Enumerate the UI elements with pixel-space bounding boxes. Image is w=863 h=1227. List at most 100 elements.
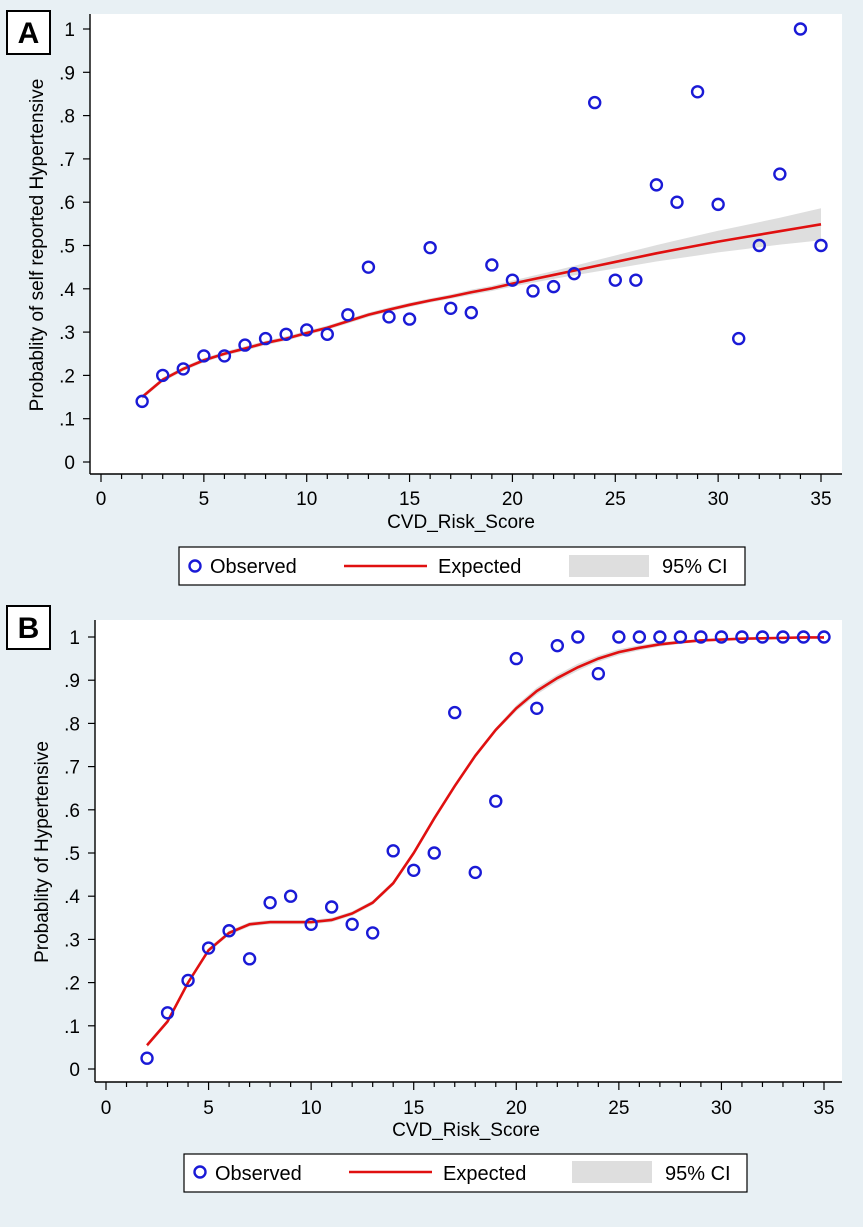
panel-b-legend-observed-icon bbox=[193, 1165, 207, 1179]
panel-a-y-tick-label: .6 bbox=[59, 193, 75, 214]
panel-a-y-tick-label: .2 bbox=[59, 366, 75, 387]
panel-a-x-tick-label: 30 bbox=[708, 489, 729, 510]
panel-b-observed-point bbox=[673, 630, 688, 644]
panel-a-observed-point bbox=[135, 394, 149, 409]
panel-a-observed-point bbox=[382, 310, 396, 324]
panel-a-observed-point bbox=[505, 273, 520, 287]
panel-b-legend-box bbox=[183, 1153, 748, 1193]
panel-a-observed-point bbox=[526, 284, 540, 298]
panel-a-legend-ci-label: 95% CI bbox=[662, 556, 728, 578]
panel-a-expected-layer bbox=[141, 223, 822, 399]
panel-b-observed-point bbox=[448, 705, 462, 720]
panel-a-observed-layer bbox=[135, 22, 828, 409]
panel-b-observed-point bbox=[694, 630, 708, 644]
panel-a-observed-point bbox=[320, 327, 334, 341]
panel-b-observed-point bbox=[140, 1051, 154, 1065]
panel-a-observed-point bbox=[567, 266, 581, 281]
panel-b-y-tick-label: .4 bbox=[64, 887, 80, 908]
panel-a-observed-point bbox=[300, 323, 314, 337]
panel-a-observed-point bbox=[176, 362, 190, 376]
panel-a-y-tick-label: .4 bbox=[59, 280, 75, 301]
panel-a-observed-point bbox=[629, 273, 643, 287]
panel-a-observed-point bbox=[402, 312, 417, 326]
panel-a-observed-point bbox=[217, 349, 232, 363]
panel-b-observed-point bbox=[160, 1006, 175, 1020]
panel-b-observed-point bbox=[345, 917, 359, 931]
panel-b-x-tick-label: 20 bbox=[506, 1098, 527, 1119]
panel-b-x-axis-title: CVD_Risk_Score bbox=[392, 1120, 540, 1141]
panel-a-x-tick-label: 10 bbox=[296, 489, 317, 510]
panel-a-observed-point bbox=[814, 238, 828, 253]
panel-a-x-tick-label: 25 bbox=[605, 489, 626, 510]
panel-b-axes: 0 5 10 15 20 25 30 35 0 .1 .2 .3 .4 .5 .6 .7 .8 .9 1 bbox=[64, 620, 842, 1119]
panel-a-observed-point bbox=[732, 331, 746, 346]
panel-b-x-tick-label: 35 bbox=[813, 1098, 834, 1119]
panel-b-observed-point bbox=[304, 917, 318, 931]
panel-b-observed-point bbox=[530, 701, 544, 715]
panel-a-legend-observed-label: Observed bbox=[210, 556, 297, 578]
panel-a-expected-curve bbox=[141, 223, 822, 399]
panel-a-y-tick-label: .7 bbox=[59, 150, 75, 171]
panel-b-y-tick-label: .5 bbox=[64, 844, 80, 865]
panel-a-observed-point bbox=[279, 327, 293, 341]
panel-a-observed-point bbox=[793, 22, 808, 36]
panel-b-observed-point bbox=[181, 973, 195, 988]
panel-b-observed-point bbox=[509, 651, 523, 666]
panel-b-legend-expected-label: Expected bbox=[443, 1163, 526, 1185]
panel-b-observed-point bbox=[755, 630, 770, 644]
panel-b-x-tick-label: 15 bbox=[403, 1098, 424, 1119]
panel-b-observed-point bbox=[242, 952, 257, 966]
panel-b-x-tick-label: 5 bbox=[203, 1098, 214, 1119]
panel-b-observed-point bbox=[468, 865, 482, 880]
panel-b-y-axis-title: Probablity of Hypertensive bbox=[32, 741, 53, 963]
panel-a-ci-band bbox=[142, 208, 822, 400]
panel-a-observed-point bbox=[197, 349, 211, 363]
panel-b-observed-point bbox=[796, 630, 811, 644]
panel-a-legend-box bbox=[178, 546, 746, 586]
panel-b-observed-point bbox=[263, 895, 277, 910]
panel-a-legend-expected-label: Expected bbox=[438, 556, 521, 578]
panel-a-observed-point bbox=[238, 338, 252, 352]
panel-b-observed-point bbox=[324, 900, 339, 914]
panel-a-observed-point bbox=[361, 260, 376, 274]
panel-b-observed-point bbox=[653, 630, 667, 644]
panel-b: 0 5 10 15 20 25 30 35 0 .1 .2 .3 .4 .5 .6 .7 .8 .9 1 CVD_… bbox=[0, 600, 863, 1227]
panel-a-legend: Observed Expected 95% CI bbox=[178, 546, 746, 586]
panel-a-observed-point bbox=[690, 85, 705, 99]
panel-a-observed-point bbox=[464, 305, 478, 320]
panel-b-expected-curve bbox=[146, 636, 824, 1047]
panel-b-observed-point bbox=[612, 630, 626, 644]
panel-b-y-tick-label: 0 bbox=[69, 1060, 80, 1081]
panel-a-y-tick-label: .3 bbox=[59, 323, 75, 344]
panel-a-x-axis-title: CVD_Risk_Score bbox=[387, 512, 535, 533]
panel-b-observed-point bbox=[591, 667, 606, 681]
panel-a-y-tick-label: .8 bbox=[59, 107, 75, 128]
panel-b-observed-point bbox=[714, 630, 729, 644]
panel-a-axes: 0 5 10 15 20 25 30 35 0 .1 .2 .3 .4 .5 .6 .7 .8 .9 1 bbox=[59, 14, 842, 510]
panel-a-y-axis-title: Probablity of self reported Hypertensive bbox=[27, 79, 48, 412]
panel-b-observed-point bbox=[201, 941, 216, 955]
panel-b-x-tick-label: 10 bbox=[301, 1098, 322, 1119]
panel-b-x-tick-label: 30 bbox=[711, 1098, 732, 1119]
panel-b-legend: Observed Expected 95% CI bbox=[183, 1153, 748, 1193]
panel-a-observed-point bbox=[711, 197, 725, 212]
panel-b-expected-layer bbox=[146, 636, 824, 1047]
panel-a-y-tick-label: 1 bbox=[64, 20, 75, 41]
panel-a-ci-layer bbox=[142, 208, 822, 400]
panel-a-legend-observed-icon bbox=[188, 559, 202, 573]
panel-a-x-tick-label: 5 bbox=[199, 489, 210, 510]
panel-a-observed-point bbox=[588, 95, 602, 110]
panel-b-legend-ci-label: 95% CI bbox=[665, 1163, 731, 1185]
panel-b-y-tick-label: .7 bbox=[64, 758, 80, 779]
panel-b-observed-point bbox=[632, 630, 647, 644]
panel-b-y-tick-label: .9 bbox=[64, 671, 80, 692]
panel-a-observed-point bbox=[258, 331, 273, 346]
panel-b-legend-observed-label: Observed bbox=[215, 1163, 302, 1185]
panel-a-observed-point bbox=[546, 279, 561, 294]
panel-b-x-tick-label: 25 bbox=[608, 1098, 629, 1119]
panel-a-x-tick-label: 0 bbox=[96, 489, 107, 510]
panel-a-y-tick-label: .5 bbox=[59, 237, 75, 258]
panel-b-legend-ci-swatch bbox=[572, 1161, 652, 1183]
panel-b-observed-point bbox=[283, 889, 298, 903]
